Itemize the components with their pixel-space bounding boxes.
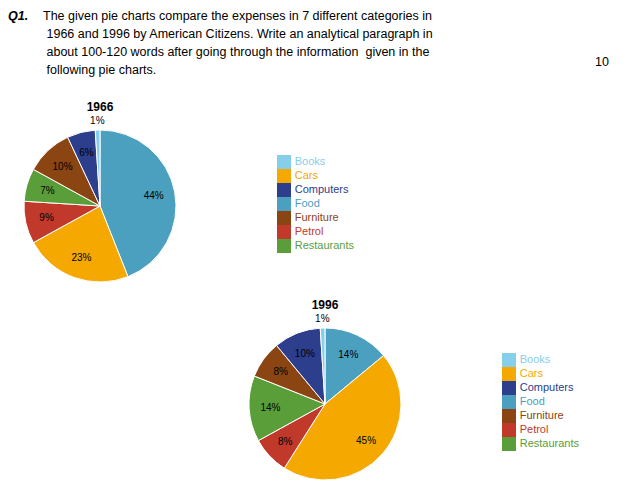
html-text:Petrol: Petrol bbox=[519, 423, 549, 436]
svg-text:14%: 14% bbox=[338, 349, 358, 360]
svg-text:10%: 10% bbox=[295, 348, 315, 359]
svg-text:1%: 1% bbox=[90, 115, 105, 126]
html-text:Furniture: Furniture bbox=[519, 409, 564, 421]
svg-text:45%: 45% bbox=[356, 435, 376, 446]
svg-text:9%: 9% bbox=[39, 212, 54, 223]
svg-text:8%: 8% bbox=[274, 366, 289, 377]
html-text:Food: Food bbox=[294, 197, 320, 209]
html-text:1966: 1966 bbox=[86, 100, 114, 114]
html-text:Computers: Computers bbox=[519, 380, 574, 393]
svg-text:8%: 8% bbox=[278, 436, 293, 447]
html-text:Cars: Cars bbox=[519, 366, 543, 379]
html-text:Books: Books bbox=[294, 154, 326, 167]
html-text:Restaurants: Restaurants bbox=[294, 239, 354, 252]
html-text:Computers: Computers bbox=[294, 182, 349, 195]
svg-text:10%: 10% bbox=[53, 161, 73, 172]
html-text:Cars: Cars bbox=[294, 168, 318, 181]
svg-text:1%: 1% bbox=[315, 313, 330, 324]
svg-text:7%: 7% bbox=[40, 185, 55, 196]
html-text:1996: 1996 bbox=[311, 298, 339, 312]
svg-text:6%: 6% bbox=[79, 147, 94, 158]
svg-text:44%: 44% bbox=[144, 190, 164, 201]
html-text:Books: Books bbox=[519, 352, 551, 365]
svg-text:14%: 14% bbox=[260, 402, 280, 413]
html-text:Food: Food bbox=[519, 395, 545, 407]
svg-text:23%: 23% bbox=[71, 252, 91, 263]
html-text:Restaurants: Restaurants bbox=[519, 437, 579, 450]
html-text:Furniture: Furniture bbox=[294, 211, 339, 223]
html-text:The given pie charts compare t: The given pie charts compare the expense… bbox=[43, 9, 433, 77]
html-text:Petrol: Petrol bbox=[294, 225, 324, 238]
html-text:10: 10 bbox=[595, 55, 609, 69]
html-text:Q1.: Q1. bbox=[8, 9, 29, 23]
